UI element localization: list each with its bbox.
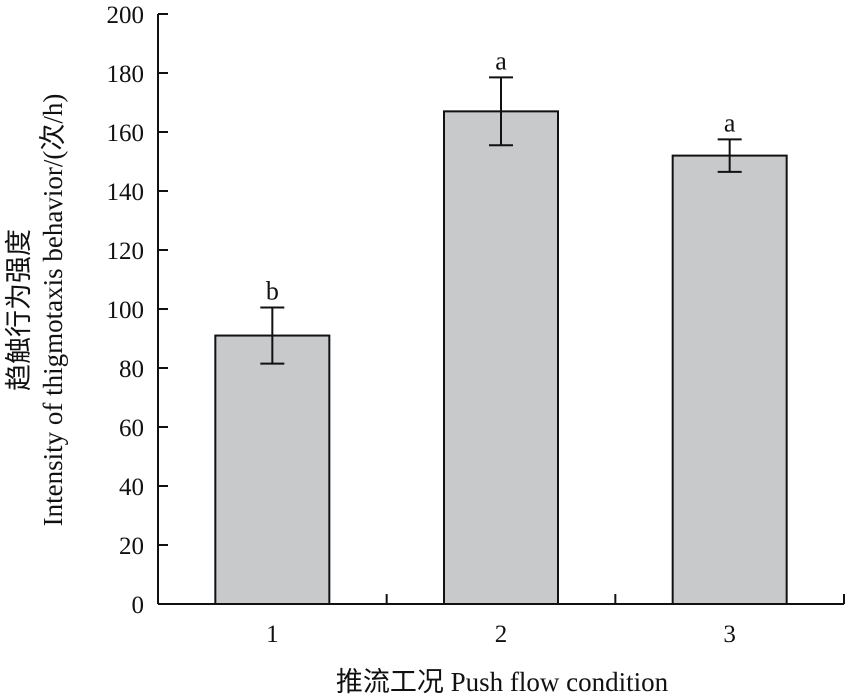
y-tick-label: 120 [107,238,145,265]
y-axis-ticks: 0 20 40 60 80 100 120 140 160 180 200 [107,2,168,619]
x-tick-label: 1 [266,621,279,648]
y-tick-label: 40 [119,474,144,501]
y-tick-label: 160 [107,120,145,147]
y-axis-title-en: Intensity of thigmotaxis behavior/(次/h) [38,94,68,527]
bars: b a a [214,46,788,605]
x-axis-ticks: 1 2 3 [266,594,845,648]
y-tick-label: 200 [107,2,145,29]
bar [671,154,788,605]
y-tick-label: 0 [132,592,145,619]
bar [214,334,331,605]
x-axis-title: 推流工况 Push flow condition [336,667,669,696]
y-tick-label: 180 [107,61,145,88]
y-tick-label: 20 [119,533,144,560]
y-tick-label: 100 [107,297,145,324]
y-tick-label: 140 [107,179,145,206]
significance-label: a [724,108,736,137]
y-axis-title-cn: 趋触行为强度 [4,229,34,391]
y-tick-label: 80 [119,356,144,383]
bar [443,110,559,605]
x-tick-label: 2 [495,621,508,648]
significance-label: a [495,46,507,75]
significance-label: b [266,277,279,306]
x-tick-label: 3 [723,621,736,648]
y-tick-label: 60 [119,415,144,442]
y-axis-title: 趋触行为强度 [4,229,34,391]
